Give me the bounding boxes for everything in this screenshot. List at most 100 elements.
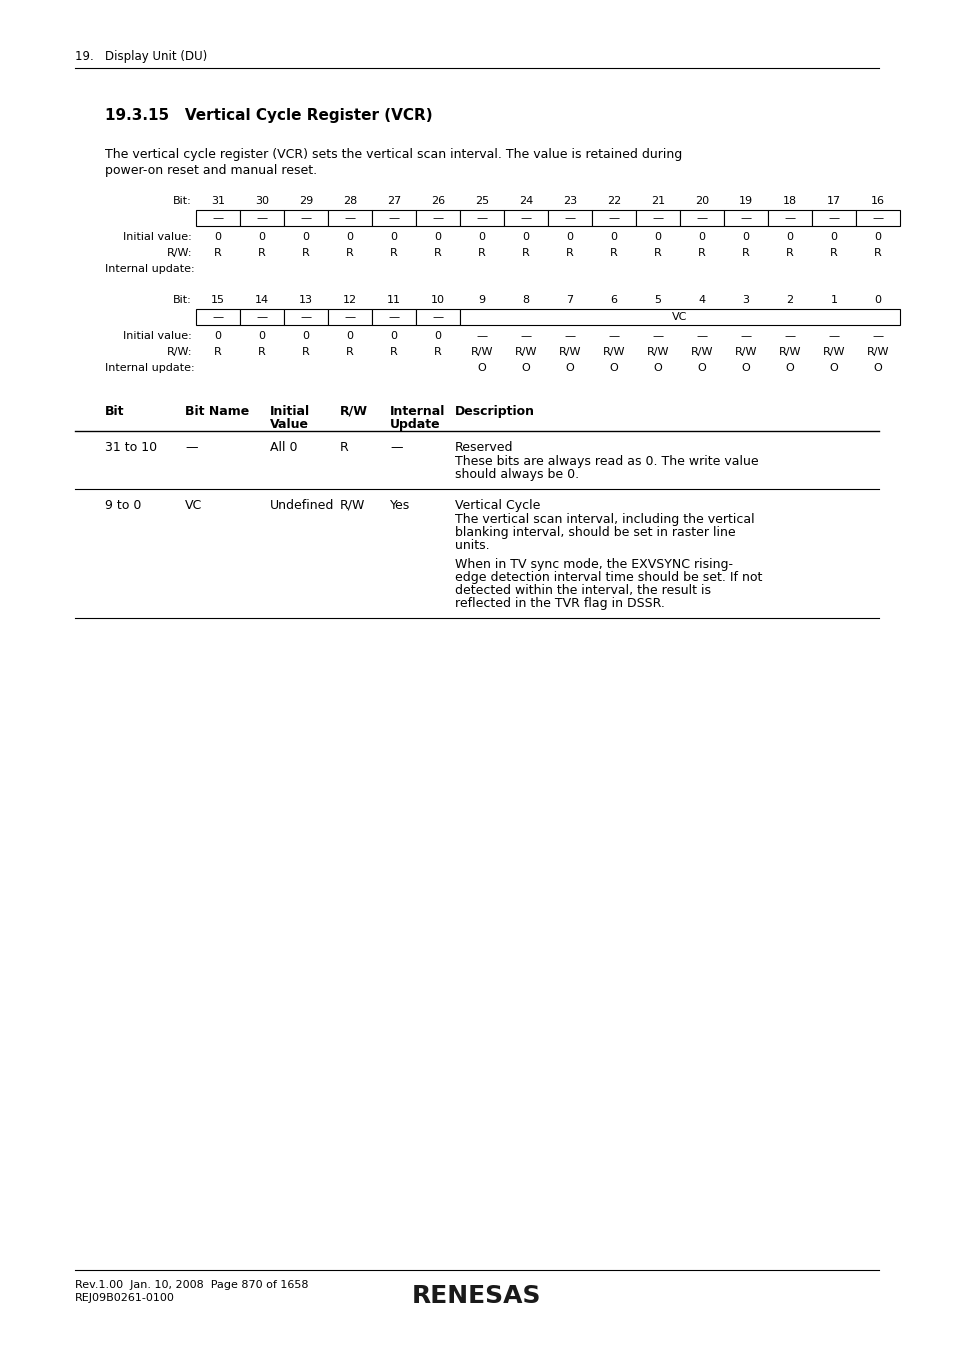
- Text: —: —: [256, 213, 267, 223]
- Text: All 0: All 0: [270, 441, 297, 454]
- Text: R/W: R/W: [602, 347, 624, 356]
- Text: O: O: [653, 363, 661, 373]
- Text: —: —: [256, 312, 267, 323]
- Bar: [328, 211, 372, 225]
- Text: —: —: [872, 213, 882, 223]
- Text: —: —: [388, 213, 399, 223]
- Bar: [284, 309, 328, 325]
- Text: REJ09B0261-0100: REJ09B0261-0100: [75, 1293, 174, 1303]
- Text: 24: 24: [518, 196, 533, 207]
- Text: O: O: [740, 363, 750, 373]
- Text: 16: 16: [870, 196, 884, 207]
- Text: Bit: Bit: [105, 405, 125, 418]
- Text: 30: 30: [254, 196, 269, 207]
- Text: O: O: [565, 363, 574, 373]
- Text: —: —: [388, 312, 399, 323]
- Text: R: R: [829, 248, 837, 258]
- Text: 0: 0: [302, 331, 309, 342]
- Text: —: —: [432, 312, 443, 323]
- Bar: [459, 309, 899, 325]
- Text: 0: 0: [698, 232, 705, 242]
- Text: Yes: Yes: [390, 500, 410, 512]
- Text: Bit Name: Bit Name: [185, 405, 249, 418]
- Text: 0: 0: [434, 331, 441, 342]
- Text: RENESAS: RENESAS: [412, 1284, 541, 1308]
- Text: —: —: [608, 331, 618, 342]
- Text: 9 to 0: 9 to 0: [105, 500, 141, 512]
- Text: 0: 0: [258, 331, 265, 342]
- Text: —: —: [564, 331, 575, 342]
- Text: 19.3.15   Vertical Cycle Register (VCR): 19.3.15 Vertical Cycle Register (VCR): [105, 108, 432, 123]
- Text: R: R: [213, 248, 222, 258]
- Bar: [240, 309, 284, 325]
- Text: 21: 21: [650, 196, 664, 207]
- Text: R: R: [698, 248, 705, 258]
- Text: 9: 9: [478, 296, 485, 305]
- Text: 0: 0: [258, 232, 265, 242]
- Bar: [811, 211, 855, 225]
- Text: —: —: [476, 213, 487, 223]
- Text: 0: 0: [874, 296, 881, 305]
- Text: R: R: [654, 248, 661, 258]
- Text: R/W: R/W: [470, 347, 493, 356]
- Text: 13: 13: [298, 296, 313, 305]
- Text: O: O: [697, 363, 705, 373]
- Text: 18: 18: [782, 196, 796, 207]
- Text: 0: 0: [566, 232, 573, 242]
- Text: —: —: [740, 331, 751, 342]
- Text: 0: 0: [610, 232, 617, 242]
- Text: O: O: [785, 363, 794, 373]
- Text: 26: 26: [431, 196, 445, 207]
- Text: R: R: [434, 248, 441, 258]
- Bar: [240, 211, 284, 225]
- Text: R/W: R/W: [778, 347, 801, 356]
- Text: edge detection interval time should be set. If not: edge detection interval time should be s…: [455, 571, 761, 585]
- Text: —: —: [827, 213, 839, 223]
- Text: The vertical cycle register (VCR) sets the vertical scan interval. The value is : The vertical cycle register (VCR) sets t…: [105, 148, 681, 161]
- Text: O: O: [829, 363, 838, 373]
- Text: R/W:: R/W:: [167, 248, 192, 258]
- Text: R/W: R/W: [690, 347, 713, 356]
- Text: 4: 4: [698, 296, 705, 305]
- Text: R: R: [302, 347, 310, 356]
- Text: —: —: [564, 213, 575, 223]
- Text: R: R: [302, 248, 310, 258]
- Text: —: —: [783, 213, 795, 223]
- Text: —: —: [652, 213, 663, 223]
- Text: R/W: R/W: [734, 347, 757, 356]
- Text: R/W: R/W: [339, 405, 368, 418]
- Text: —: —: [827, 331, 839, 342]
- Text: VC: VC: [185, 500, 202, 512]
- Text: O: O: [609, 363, 618, 373]
- Text: 0: 0: [390, 232, 397, 242]
- Text: R: R: [346, 347, 354, 356]
- Bar: [416, 309, 459, 325]
- Text: should always be 0.: should always be 0.: [455, 468, 578, 481]
- Text: 0: 0: [654, 232, 660, 242]
- Text: Value: Value: [270, 418, 309, 431]
- Bar: [195, 211, 240, 225]
- Text: 19: 19: [739, 196, 752, 207]
- Bar: [547, 211, 592, 225]
- Text: R: R: [258, 248, 266, 258]
- Text: Internal update:: Internal update:: [105, 265, 194, 274]
- Text: blanking interval, should be set in raster line: blanking interval, should be set in rast…: [455, 526, 735, 539]
- Text: Reserved: Reserved: [455, 441, 513, 454]
- Text: Initial value:: Initial value:: [123, 331, 192, 342]
- Text: 0: 0: [346, 232, 354, 242]
- Text: 0: 0: [346, 331, 354, 342]
- Text: R/W: R/W: [646, 347, 669, 356]
- Text: R: R: [346, 248, 354, 258]
- Text: O: O: [521, 363, 530, 373]
- Text: —: —: [696, 213, 707, 223]
- Text: R: R: [258, 347, 266, 356]
- Text: Internal update:: Internal update:: [105, 363, 194, 373]
- Text: —: —: [344, 213, 355, 223]
- Text: 25: 25: [475, 196, 489, 207]
- Text: 29: 29: [298, 196, 313, 207]
- Text: 23: 23: [562, 196, 577, 207]
- Bar: [372, 309, 416, 325]
- Text: O: O: [873, 363, 882, 373]
- Text: —: —: [300, 213, 312, 223]
- Text: 0: 0: [434, 232, 441, 242]
